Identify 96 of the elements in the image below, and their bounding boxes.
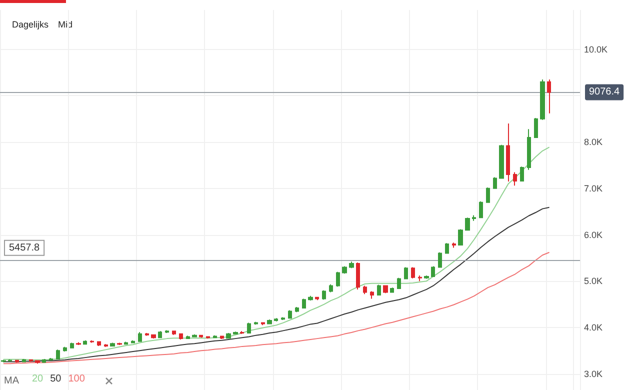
candlestick <box>22 358 26 363</box>
candlestick <box>29 358 33 362</box>
candlestick <box>302 298 306 309</box>
candlestick <box>288 310 292 320</box>
candlestick <box>42 358 46 364</box>
candlestick <box>165 330 169 334</box>
candlestick <box>1 359 6 363</box>
candlestick <box>206 336 210 340</box>
candlestick <box>458 228 463 246</box>
y-tick-label: 8.0K <box>584 137 603 148</box>
candlestick <box>274 318 278 322</box>
candlestick <box>220 335 224 340</box>
candlestick <box>370 290 374 300</box>
candlestick <box>76 342 81 346</box>
candlestick <box>349 261 354 269</box>
y-tick-label: 6.0K <box>584 230 603 240</box>
ref-line-label: 9076.4 <box>589 86 620 98</box>
candlestick <box>158 330 162 339</box>
candlestick <box>110 342 115 347</box>
ref-line-label: 5457.8 <box>9 242 40 254</box>
candlestick <box>145 332 149 336</box>
candlestick <box>70 342 74 349</box>
candlestick <box>281 316 285 321</box>
candlestick <box>390 287 394 294</box>
candlestick <box>315 296 319 301</box>
candlestick <box>199 334 203 338</box>
candlestick <box>117 342 122 346</box>
line-series <box>2 146 550 360</box>
candlestick <box>226 332 231 340</box>
candlestick <box>499 144 504 180</box>
candlestick <box>486 186 490 204</box>
candlestick <box>377 284 381 296</box>
candlestick <box>472 214 476 222</box>
candlestick <box>342 266 347 274</box>
candlestick <box>56 349 60 360</box>
candlestick <box>363 285 367 295</box>
candlestick <box>540 79 545 120</box>
candlestick <box>336 271 340 288</box>
candlestick <box>547 79 551 114</box>
candlestick <box>104 344 108 348</box>
candlestick <box>151 334 156 340</box>
candlestick <box>397 277 401 290</box>
candlestick <box>267 319 272 325</box>
candlestick <box>295 306 299 313</box>
annotation: Dagelijks <box>12 20 50 30</box>
candlestick <box>124 341 128 346</box>
candlestick <box>233 331 238 335</box>
candlestick <box>506 123 510 182</box>
candlestick <box>404 266 408 280</box>
y-tick-label: 4.0K <box>584 322 603 332</box>
candlestick <box>329 284 333 293</box>
candlestick <box>49 358 53 361</box>
candlestick <box>179 332 183 340</box>
candlestick <box>15 359 19 364</box>
candlestick <box>240 330 244 334</box>
candlestick <box>513 172 517 186</box>
candlestick <box>424 275 429 280</box>
candlestick <box>35 360 40 364</box>
candlestick <box>63 346 67 352</box>
y-tick-label: 5.0K <box>584 276 603 286</box>
candlestick <box>527 128 531 170</box>
candlestick <box>479 200 483 219</box>
series-label: 20 <box>32 374 44 384</box>
candlestick <box>465 217 470 232</box>
y-tick-label: 3.0K <box>584 368 603 379</box>
series-label: 100 <box>68 374 86 384</box>
candlestick <box>520 166 524 182</box>
candlestick <box>452 242 456 248</box>
candlestick <box>83 340 87 346</box>
candlestick <box>356 262 360 290</box>
candlestick <box>131 340 135 344</box>
candlestick <box>383 284 388 294</box>
candlestick <box>186 335 190 340</box>
candlestick <box>254 321 258 326</box>
candlestick <box>438 252 442 268</box>
candlestick <box>8 358 12 362</box>
candlestick <box>431 266 435 278</box>
candlestick <box>534 117 538 138</box>
candlestick <box>213 334 217 339</box>
candlestick <box>445 242 449 254</box>
candlestick <box>418 275 422 282</box>
y-tick-label: 10.0K <box>584 44 608 54</box>
candlestick <box>261 322 265 326</box>
candlestick <box>97 340 101 346</box>
candlestick <box>138 332 142 342</box>
candlestick <box>90 340 94 344</box>
candlestick <box>247 322 251 334</box>
line-series <box>2 252 550 364</box>
candlestick <box>411 266 415 279</box>
candlestick <box>322 290 326 300</box>
y-tick-label: 7.0K <box>584 183 603 194</box>
candlestick <box>308 295 313 302</box>
legend-title: MA <box>4 376 20 386</box>
series-label: 50 <box>50 374 62 384</box>
candlestick <box>493 176 497 190</box>
candlestick <box>172 330 176 336</box>
